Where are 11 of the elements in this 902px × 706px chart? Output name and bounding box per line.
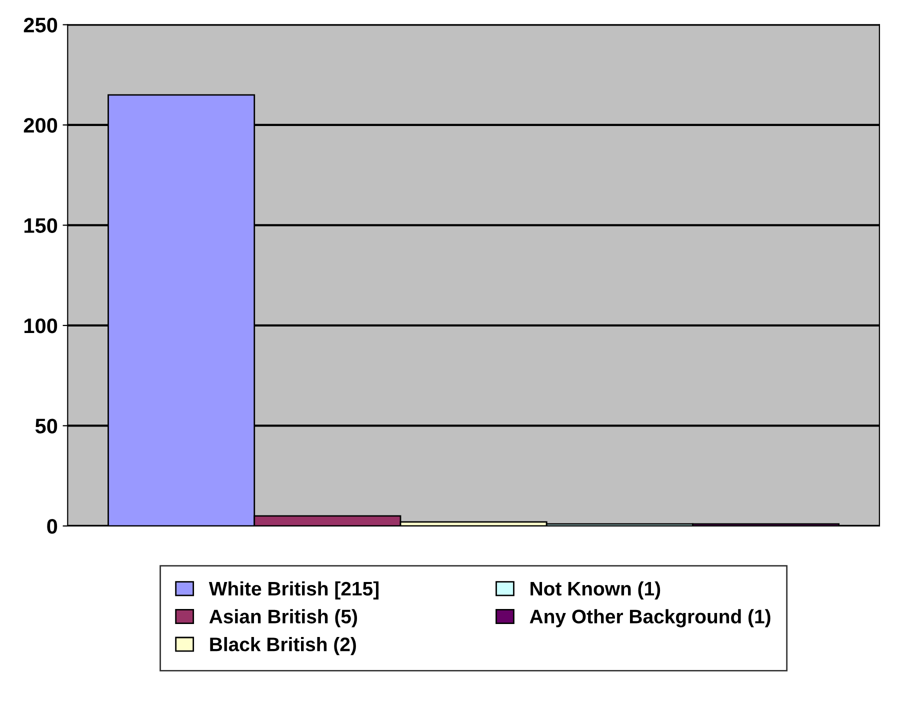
y-tick-label: 0 bbox=[47, 518, 58, 534]
legend-label: White British [215] bbox=[208, 581, 378, 600]
legend-label: Any Other Background (1) bbox=[530, 609, 770, 628]
y-tick-label: 200 bbox=[24, 118, 58, 133]
legend-label: Black British (2) bbox=[210, 637, 356, 656]
y-tick-label: 50 bbox=[35, 418, 58, 434]
legend-label: Not Known (1) bbox=[530, 581, 660, 600]
y-tick-label: 250 bbox=[24, 18, 58, 32]
y-tick-label: 150 bbox=[24, 218, 58, 233]
legend-label: Asian British (5) bbox=[209, 609, 358, 628]
y-tick-label: 100 bbox=[24, 318, 58, 334]
